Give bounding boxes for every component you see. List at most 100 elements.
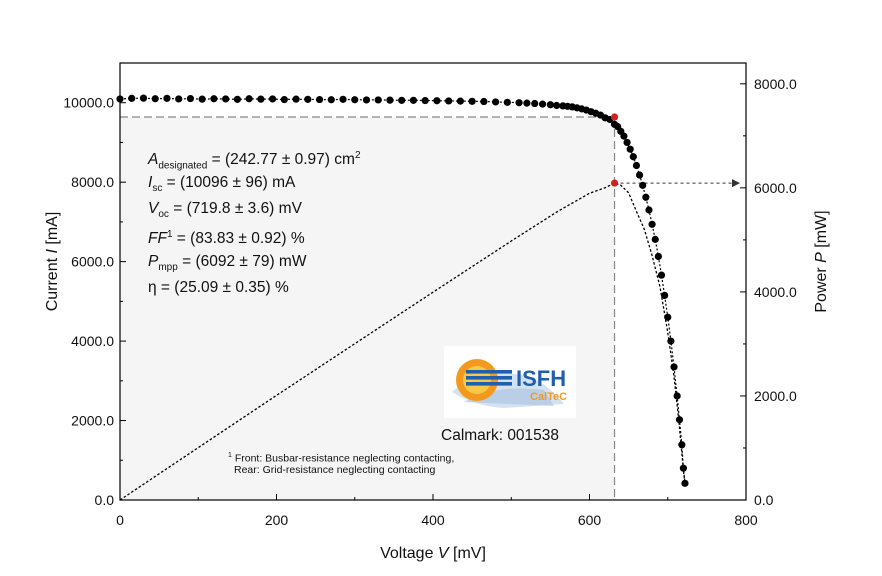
- y2-tick-label: 0.0: [754, 492, 774, 508]
- iv-data-point: [386, 96, 394, 104]
- y-tick-label: 10000.0: [63, 95, 114, 111]
- mpp-markers: [610, 113, 619, 187]
- y2-tick-label: 2000.0: [754, 388, 797, 404]
- iv-data-point: [409, 96, 418, 104]
- x-tick-label: 0: [116, 512, 124, 528]
- y-tick-label: 0.0: [95, 492, 115, 508]
- iv-data-point: [257, 95, 265, 103]
- y2-tick-label: 6000.0: [754, 180, 797, 196]
- iv-data-point: [623, 138, 631, 147]
- y-tick-label: 4000.0: [71, 333, 114, 349]
- svg-text:CalTeC: CalTeC: [530, 391, 567, 403]
- iv-data-point: [626, 145, 634, 153]
- iv-data-point: [433, 97, 441, 105]
- iv-data-point: [186, 94, 195, 103]
- footnote-line-2: Rear: Grid-resistance neglecting contact…: [234, 464, 436, 476]
- iv-data-points: [116, 94, 689, 487]
- iv-data-point: [210, 95, 218, 103]
- iv-data-point: [198, 95, 206, 103]
- x-tick-label: 200: [265, 512, 289, 528]
- iv-data-point: [292, 95, 300, 103]
- iv-data-point: [374, 96, 382, 104]
- iv-data-point: [664, 313, 672, 321]
- iv-data-point: [268, 95, 277, 103]
- power-curve: [119, 182, 686, 501]
- iv-data-point: [523, 99, 531, 107]
- calmark-label: Calmark: 001538: [441, 427, 560, 444]
- x-tick-label: 400: [421, 512, 445, 528]
- iv-data-point: [327, 96, 335, 104]
- isfh-caltec-logo: ISFH CalTeC: [444, 346, 576, 418]
- iv-data-point: [648, 220, 656, 228]
- svg-text:ISFH: ISFH: [516, 366, 566, 391]
- iv-data-point: [635, 171, 644, 179]
- iv-data-point: [681, 479, 689, 487]
- mpp-rectangle-shade: [120, 117, 615, 501]
- iv-data-point: [362, 96, 371, 104]
- iv-data-point: [678, 441, 686, 449]
- power-curve-line: [119, 182, 686, 501]
- iv-data-point: [620, 132, 628, 140]
- iv-data-point: [492, 98, 500, 106]
- iv-data-point: [632, 161, 641, 170]
- parameter-line: Voc = (719.8 ± 3.6) mV: [148, 200, 302, 221]
- x-tick-label: 600: [578, 512, 602, 528]
- axis-ticks: 0 200 400 600 8000.02000.04000.06000.08000.0…: [63, 76, 797, 528]
- iv-data-point: [629, 153, 637, 161]
- y-tick-label: 8000.0: [71, 174, 114, 190]
- iv-data-point: [657, 271, 666, 279]
- y-tick-label: 2000.0: [71, 413, 114, 429]
- iv-data-point: [670, 363, 678, 371]
- y2-axis-label: Power P [mW]: [813, 210, 830, 312]
- iv-data-point: [280, 95, 288, 104]
- x-axis-label: Voltage V [mV]: [380, 545, 486, 562]
- iv-data-point: [673, 392, 681, 400]
- y-tick-label: 6000.0: [71, 254, 114, 270]
- iv-data-point: [233, 95, 241, 103]
- iv-data-point: [315, 95, 324, 104]
- parameter-line: η = (25.09 ± 0.35) %: [148, 279, 289, 296]
- iv-data-point: [151, 95, 159, 103]
- iv-data-point: [538, 100, 547, 108]
- y2-tick-label: 8000.0: [754, 76, 797, 92]
- iv-data-point: [480, 97, 488, 106]
- parameter-line: Pmpp = (6092 ± 79) mW: [148, 253, 307, 274]
- iv-data-point: [304, 95, 312, 103]
- iv-data-point: [163, 94, 171, 102]
- iv-data-point: [421, 96, 429, 105]
- iv-curve: [119, 97, 686, 484]
- y2-tick-label: 4000.0: [754, 284, 797, 300]
- iv-data-point: [116, 95, 124, 103]
- iv-data-point: [468, 97, 476, 105]
- iv-data-point: [654, 252, 662, 261]
- iv-data-point: [398, 96, 406, 104]
- iv-data-point: [339, 95, 347, 103]
- mpp-power-arrow-head: [732, 179, 740, 188]
- iv-data-point: [553, 101, 561, 110]
- parameter-line: FF1 = (83.83 ± 0.92) %: [148, 229, 305, 248]
- x-tick-label: 800: [734, 512, 758, 528]
- iv-data-point: [645, 206, 653, 214]
- iv-data-point: [642, 193, 650, 201]
- iv-data-point: [222, 95, 230, 103]
- iv-curve-line: [119, 97, 686, 484]
- iv-data-point: [503, 98, 511, 106]
- iv-data-point: [245, 95, 253, 103]
- iv-data-point: [445, 97, 453, 105]
- footnote-line-1: 1 Front: Busbar-resistance neglecting co…: [228, 452, 455, 465]
- parameter-line: Isc = (10096 ± 96) mA: [148, 174, 296, 195]
- y-axis-label: Current I [mA]: [44, 212, 61, 312]
- iv-data-point: [351, 96, 359, 104]
- iv-data-point: [679, 464, 688, 472]
- iv-data-point: [661, 291, 669, 300]
- iv-data-point: [675, 416, 684, 424]
- iv-data-point: [128, 94, 136, 102]
- iv-data-point: [667, 337, 675, 345]
- iv-data-point: [139, 94, 148, 102]
- mpp-current-marker: [610, 113, 619, 121]
- mpp-power-marker: [610, 179, 619, 187]
- iv-data-point: [546, 101, 554, 109]
- parameter-line: Adesignated = (242.77 ± 0.97) cm2: [148, 150, 361, 172]
- iv-data-point: [639, 181, 647, 189]
